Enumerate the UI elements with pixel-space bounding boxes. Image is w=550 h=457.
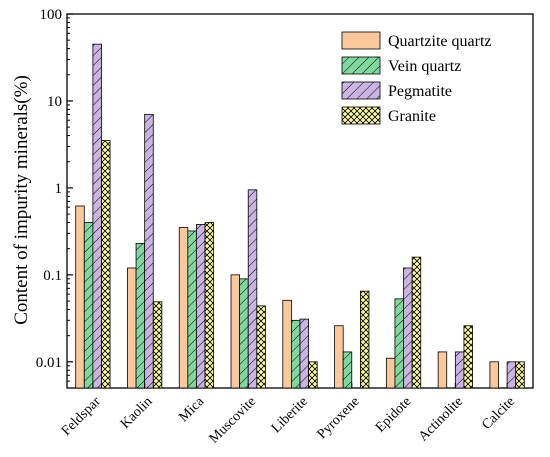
bar [144,114,154,389]
x-tick-label: Pyroxene [315,394,363,442]
bar [256,305,266,389]
y-tick-label: 0.01 [36,355,62,371]
y-tick-label: 0.1 [43,268,62,284]
bar [437,351,448,389]
x-tick-label: Mica [176,394,208,426]
bar [230,274,241,389]
bar [152,301,163,389]
x-tick-label: Actinolite [416,394,466,444]
x-tick-label: Epidote [373,394,414,435]
bar [411,256,422,389]
bar [239,278,249,389]
bar [127,267,137,389]
bar [515,361,525,389]
y-tick-label: 1 [55,181,63,197]
bar [454,351,465,389]
bar [342,351,353,389]
legend-swatch [341,31,381,50]
legend-label: Quartzite quartz [388,33,492,50]
bar [75,205,85,389]
bar [178,227,189,389]
bar [308,361,318,389]
legend-label: Vein quartz [388,58,461,75]
bar [187,230,197,389]
x-tick-label: Muscovite [207,394,259,446]
x-tick-label: Calcite [479,394,518,433]
bar [204,222,215,389]
legend-label: Pegmatite [388,83,452,100]
x-tick-label: Liberite [269,394,311,436]
x-tick-label: Kaolin [118,394,156,432]
bar [135,243,146,389]
bar [83,222,94,389]
legend-swatch [341,56,381,75]
bar [196,224,206,389]
bar [299,318,310,389]
bar [359,290,370,389]
bar [101,140,111,389]
bar [506,361,517,389]
bar [282,299,292,389]
y-axis: 100 10 1 0.1 0.01 [36,7,73,389]
y-tick-label: 10 [47,94,62,110]
y-tick-label: 100 [40,7,63,23]
bar [92,43,102,389]
y-axis-title: Content of impurity minerals(%) [11,75,32,325]
bar [463,325,473,389]
bar [394,298,404,389]
legend-swatch [341,81,381,100]
legend-label: Granite [388,108,436,125]
bar [334,325,344,389]
bar [247,189,258,389]
legend: Quartzite quartz Vein quartz Pegmatite Gran… [341,31,492,125]
x-tick-label: Feldspar [59,394,104,439]
bar [489,361,499,389]
x-axis: Feldspar Kaolin Mica Muscovite Liberite Pyrox… [59,383,518,447]
bar [385,357,396,389]
legend-swatch [341,106,381,125]
bar [403,267,413,389]
bar [290,319,301,389]
bars [75,43,525,389]
